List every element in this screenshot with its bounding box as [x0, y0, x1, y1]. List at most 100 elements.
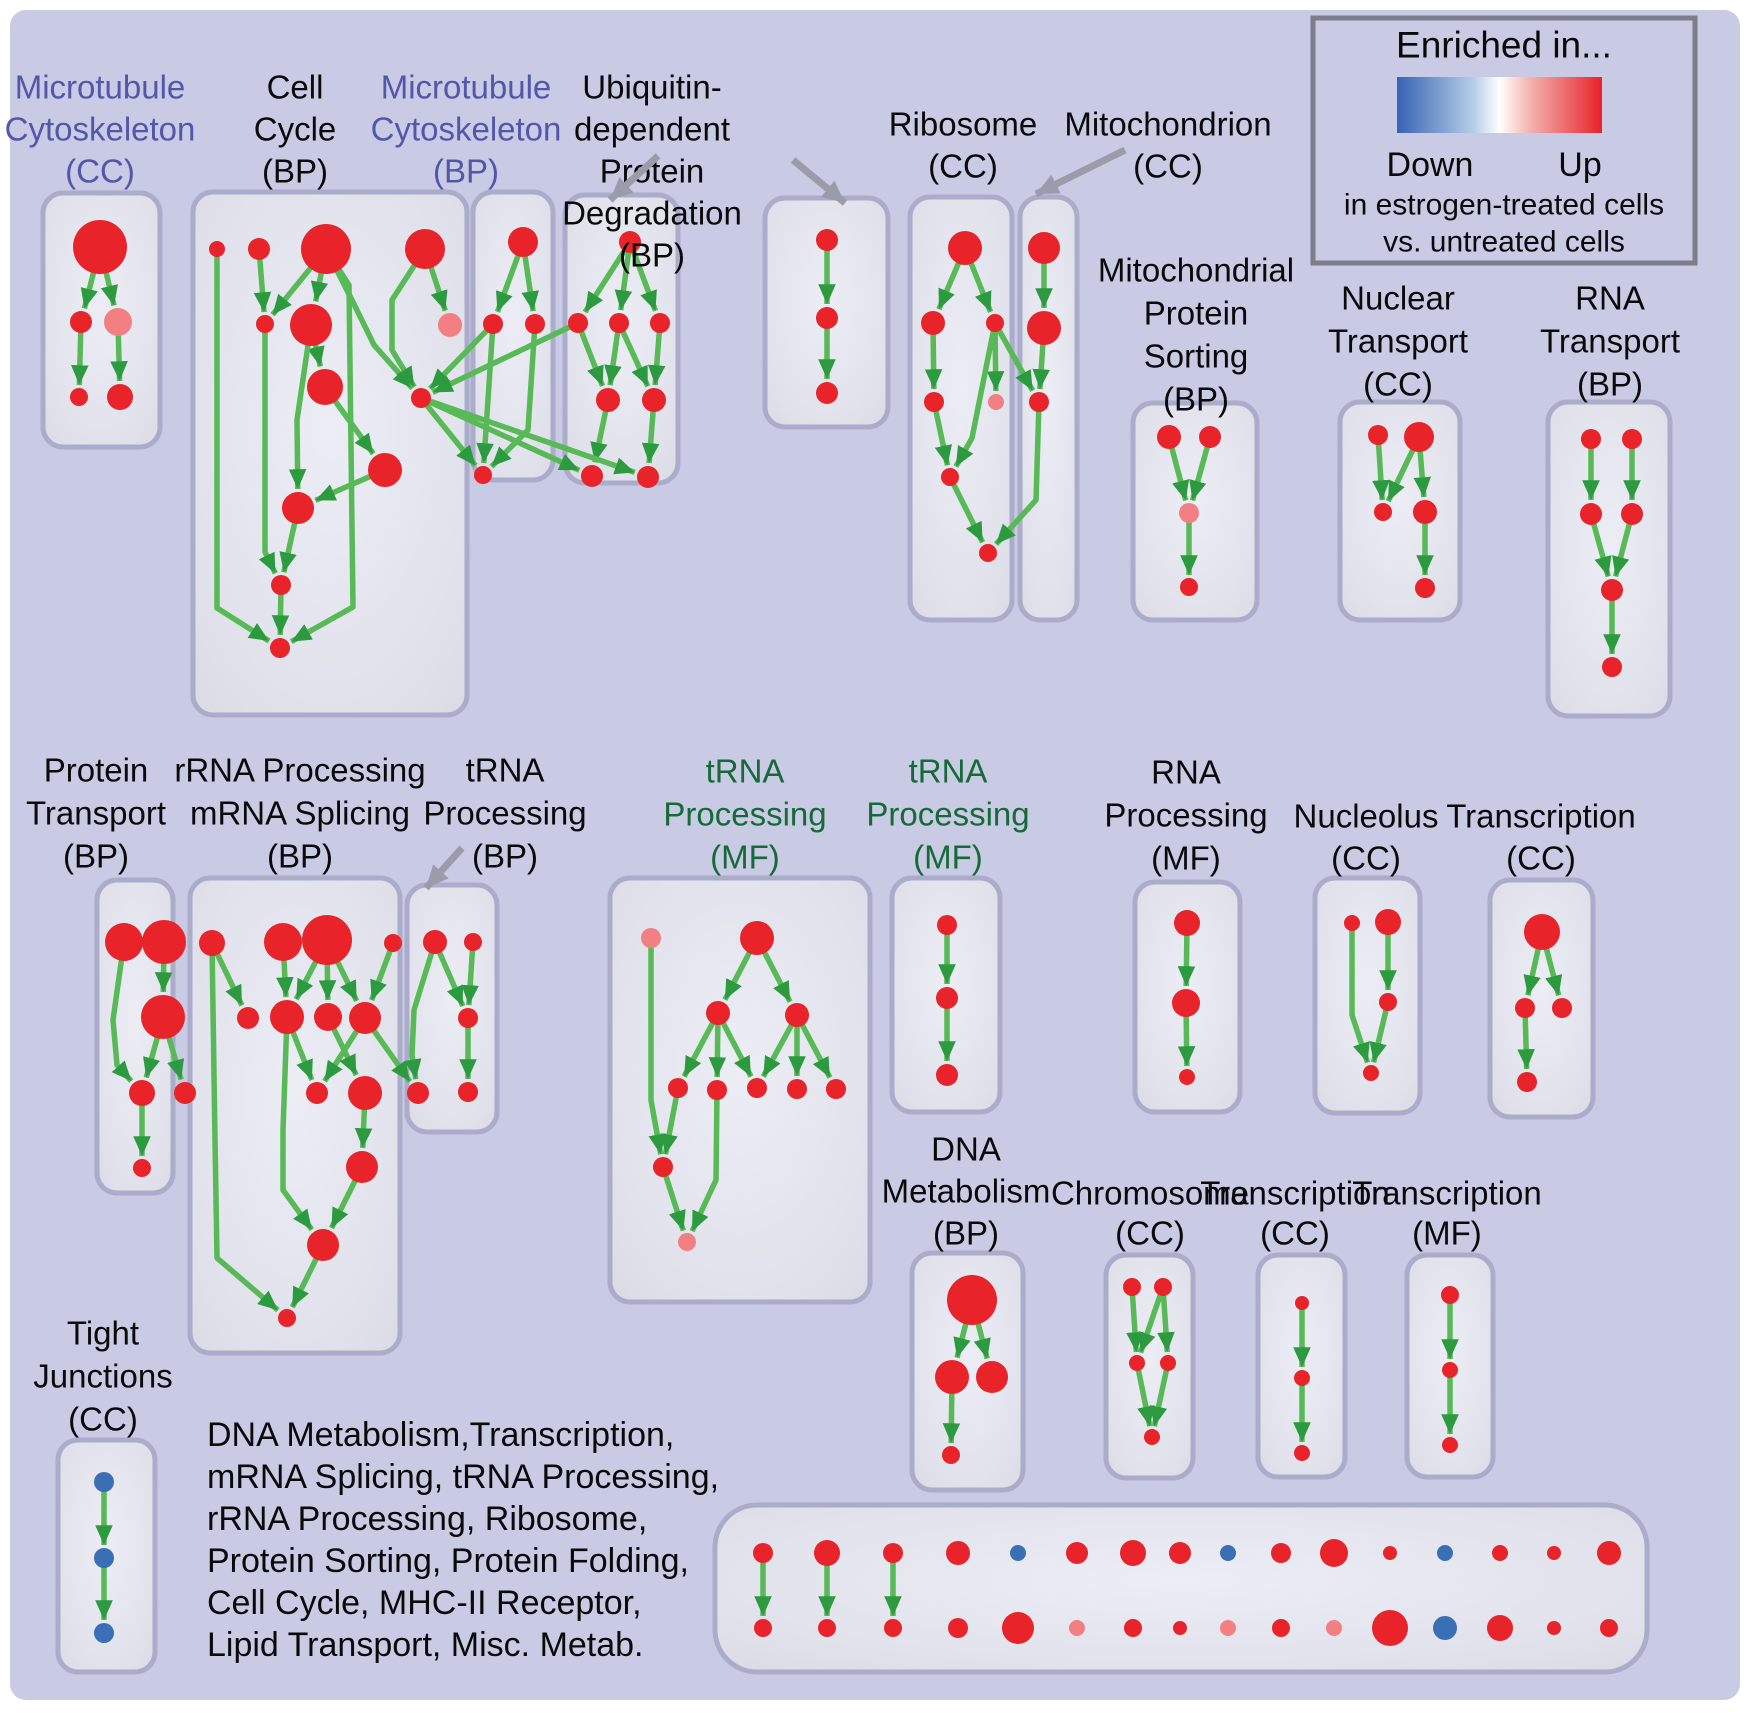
go-term-node	[1415, 578, 1435, 598]
edge-arrow	[431, 320, 580, 395]
edge-arrow	[647, 322, 666, 386]
cluster-label: Metabolism	[882, 1173, 1051, 1210]
cluster-label: Transcription	[1200, 1175, 1390, 1212]
cluster-label: (CC)	[65, 153, 135, 190]
go-term-node	[94, 1623, 114, 1643]
cluster-label: (BP)	[1577, 366, 1643, 403]
go-term-node	[1437, 1545, 1453, 1561]
go-term-node	[1580, 503, 1602, 525]
edge-arrow	[389, 247, 428, 389]
go-term-node	[411, 388, 431, 408]
go-term-node	[209, 241, 225, 257]
annotation-arrows-layer	[423, 146, 1127, 891]
go-term-node	[1413, 500, 1437, 524]
go-term-node	[105, 923, 143, 961]
go-term-node	[706, 1001, 730, 1025]
go-term-node	[349, 1002, 381, 1034]
legend-up-label: Up	[1558, 146, 1601, 184]
cluster-label: (CC)	[928, 148, 998, 185]
edge-arrow	[994, 401, 1042, 546]
edge-arrow	[1126, 1286, 1144, 1353]
cluster-label: Mitochondrion	[1064, 106, 1271, 143]
edge-arrow	[1134, 1362, 1155, 1427]
edge-arrow	[1137, 1286, 1166, 1354]
go-term-node	[458, 1082, 478, 1102]
go-term-node	[921, 311, 945, 335]
cluster-label: Mitochondrial	[1098, 252, 1294, 289]
cluster-label: Processing	[866, 796, 1029, 833]
go-term-node	[1124, 1619, 1142, 1637]
cluster-label: Microtubule	[15, 69, 186, 106]
go-term-node	[641, 928, 661, 948]
go-term-node	[1010, 1545, 1026, 1561]
go-term-node	[609, 313, 629, 333]
go-term-node	[948, 1618, 968, 1638]
edge-arrow	[418, 396, 478, 468]
go-term-node	[976, 1361, 1008, 1393]
go-term-node	[753, 1543, 773, 1563]
go-term-node	[1601, 579, 1623, 601]
labels-layer: Microtubule Cytoskeleton (CC) Cell Cycle (BP)…	[5, 69, 1680, 1438]
edge-arrow	[404, 941, 438, 1080]
go-term-node	[70, 311, 92, 333]
cluster-label: Transcription	[1352, 1175, 1542, 1212]
cluster-label: Cytoskeleton	[5, 111, 196, 148]
go-term-node	[1294, 1370, 1310, 1386]
cluster-box-miscellaneous	[712, 1502, 1650, 1675]
go-term-node	[942, 1446, 960, 1464]
go-term-node	[936, 1064, 958, 1086]
go-term-node	[1144, 1429, 1160, 1445]
go-term-node	[642, 388, 666, 412]
go-term-node	[1368, 425, 1388, 445]
cluster-label: (CC)	[1331, 840, 1401, 877]
cluster-label: (CC)	[1260, 1215, 1330, 1252]
go-term-node	[1271, 1543, 1291, 1563]
nodes-layer	[70, 220, 1643, 1646]
go-term-node	[525, 314, 545, 334]
go-term-node	[70, 388, 88, 406]
go-term-node	[1404, 422, 1434, 452]
go-term-node	[384, 934, 402, 952]
cluster-label: Cycle	[254, 111, 337, 148]
go-term-node	[1547, 1546, 1561, 1560]
go-term-node	[619, 231, 641, 253]
go-term-node	[307, 369, 343, 405]
go-term-node	[174, 1082, 196, 1104]
go-term-node	[1492, 1545, 1508, 1561]
go-term-node	[1160, 1355, 1176, 1371]
cluster-label: Nucleolus	[1294, 798, 1439, 835]
edge-arrow	[931, 401, 952, 466]
cluster-label: RNA	[1151, 754, 1221, 791]
cluster-label: Transcription	[1446, 798, 1636, 835]
go-term-node	[270, 1000, 304, 1034]
cluster-label: Nuclear	[1341, 280, 1455, 317]
cluster-label: Processing	[423, 795, 586, 832]
edge-arrow	[420, 395, 636, 475]
edge-arrow	[575, 322, 606, 388]
cluster-label: rRNA Processing	[174, 752, 425, 789]
edge-arrow	[582, 240, 633, 314]
text-block-line: Lipid Transport, Misc. Metab.	[207, 1626, 644, 1664]
go-term-node	[1374, 503, 1392, 521]
cluster-label: (BP)	[933, 1215, 999, 1252]
legend-down-label: Down	[1387, 146, 1474, 184]
text-block-line: DNA Metabolism,Transcription,	[207, 1416, 674, 1454]
edge-arrow	[323, 247, 415, 391]
go-term-node	[256, 315, 274, 333]
go-term-node	[637, 466, 659, 488]
cluster-box-nucleolus-cc	[1312, 875, 1423, 1116]
cluster-label: Processing	[663, 796, 826, 833]
edge-arrow	[689, 1089, 720, 1233]
cluster-label: Protein	[1144, 295, 1249, 332]
go-term-node	[1547, 1621, 1561, 1635]
go-term-node	[941, 468, 959, 486]
go-term-node	[948, 231, 982, 265]
text-block-line: rRNA Processing, Ribosome,	[207, 1500, 647, 1538]
go-term-node	[1120, 1540, 1146, 1566]
go-term-node	[596, 388, 620, 412]
go-term-node	[1622, 429, 1642, 449]
edge-arrow	[660, 1166, 686, 1232]
edge-arrow	[476, 323, 496, 464]
go-term-node	[937, 915, 957, 935]
